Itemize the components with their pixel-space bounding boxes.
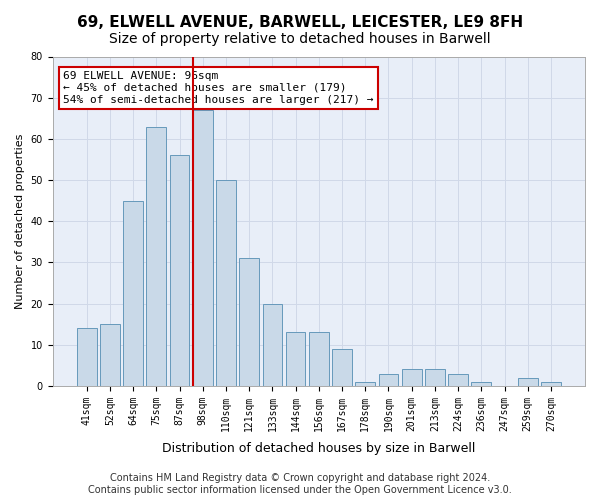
Y-axis label: Number of detached properties: Number of detached properties — [15, 134, 25, 309]
Bar — [355, 382, 375, 386]
Bar — [425, 370, 445, 386]
Bar — [332, 349, 352, 386]
Bar — [286, 332, 305, 386]
Bar — [448, 374, 468, 386]
Text: Contains HM Land Registry data © Crown copyright and database right 2024.
Contai: Contains HM Land Registry data © Crown c… — [88, 474, 512, 495]
Bar — [263, 304, 282, 386]
Bar — [77, 328, 97, 386]
Text: 69, ELWELL AVENUE, BARWELL, LEICESTER, LE9 8FH: 69, ELWELL AVENUE, BARWELL, LEICESTER, L… — [77, 15, 523, 30]
Bar — [123, 200, 143, 386]
Bar — [170, 156, 190, 386]
Bar — [216, 180, 236, 386]
Bar — [309, 332, 329, 386]
Bar — [379, 374, 398, 386]
Bar — [239, 258, 259, 386]
X-axis label: Distribution of detached houses by size in Barwell: Distribution of detached houses by size … — [162, 442, 476, 455]
Bar — [100, 324, 120, 386]
Text: Size of property relative to detached houses in Barwell: Size of property relative to detached ho… — [109, 32, 491, 46]
Bar — [541, 382, 561, 386]
Text: 69 ELWELL AVENUE: 96sqm
← 45% of detached houses are smaller (179)
54% of semi-d: 69 ELWELL AVENUE: 96sqm ← 45% of detache… — [63, 72, 374, 104]
Bar — [146, 126, 166, 386]
Bar — [402, 370, 422, 386]
Bar — [193, 110, 212, 386]
Bar — [472, 382, 491, 386]
Bar — [518, 378, 538, 386]
